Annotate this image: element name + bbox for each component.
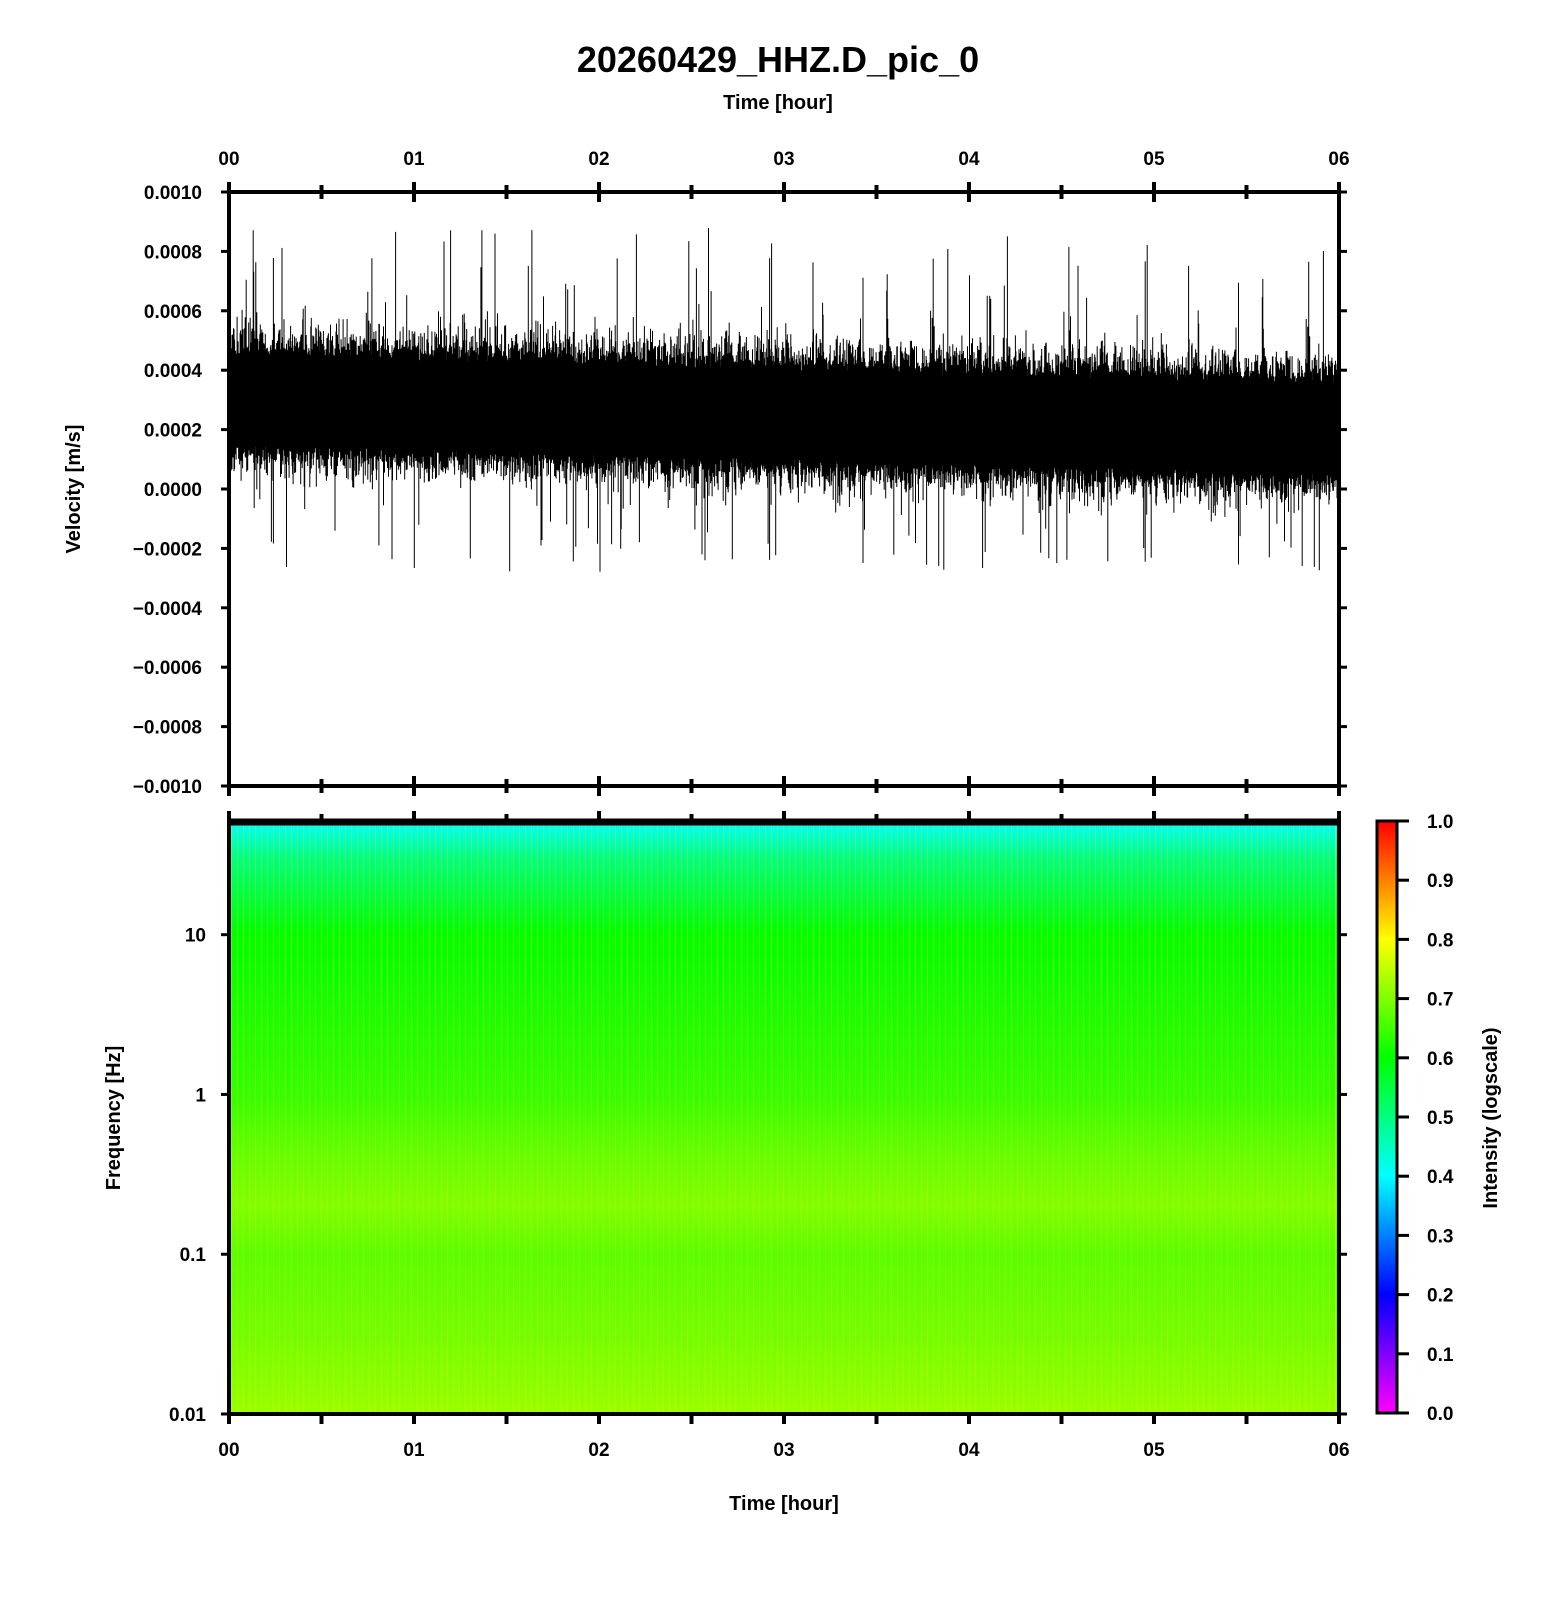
bottom-x-tick-label: 02 bbox=[588, 1440, 609, 1461]
seismogram-y-tick-label: 0.0010 bbox=[144, 183, 202, 204]
bottom-x-tick-label: 05 bbox=[1143, 1440, 1165, 1461]
spectrogram-y-tick-label: 10 bbox=[185, 926, 206, 947]
top-x-tick-label: 01 bbox=[403, 149, 425, 170]
seismogram-y-tick-label: −0.0008 bbox=[133, 718, 202, 739]
trace-dense-core bbox=[229, 362, 1339, 468]
colorbar-gradient bbox=[1375, 819, 1399, 1415]
seismogram-y-tick-label: −0.0004 bbox=[133, 599, 203, 620]
spectrogram-y-axis-label: Frequency [Hz] bbox=[103, 1046, 125, 1190]
bottom-x-tick-label: 00 bbox=[218, 1440, 239, 1461]
seismogram-y-tick-label: 0.0002 bbox=[144, 421, 202, 442]
spectrogram-y-tick-label: 0.1 bbox=[180, 1245, 207, 1266]
colorbar-tick-label: 0.4 bbox=[1427, 1167, 1454, 1188]
colorbar: 1.0 0.9 0.8 0.7 0.6 0.5 0.4 0.3 0.2 0.1 0.0 Intens… bbox=[1375, 812, 1502, 1425]
seismogram-ticks: 0.0010 0.0008 0.0006 0.0004 0.0002 0.0000 −0.0… bbox=[133, 149, 1350, 823]
top-x-tick-label: 00 bbox=[218, 149, 239, 170]
colorbar-tick-label: 0.0 bbox=[1427, 1404, 1453, 1425]
spectrogram-y-tick-label: 0.01 bbox=[169, 1405, 206, 1426]
spectrogram-ticks: 10 1 0.1 0.01 00 01 02 03 04 05 06 bbox=[169, 926, 1350, 1461]
colorbar-tick-label: 0.2 bbox=[1427, 1286, 1453, 1307]
spectrogram-y-tick-label: 1 bbox=[195, 1085, 206, 1106]
top-x-tick-label: 03 bbox=[773, 149, 794, 170]
seismogram-y-tick-label: −0.0010 bbox=[133, 777, 202, 798]
colorbar-tick-label: 0.3 bbox=[1427, 1226, 1453, 1247]
bottom-x-tick-label: 06 bbox=[1328, 1440, 1349, 1461]
chart-title: 20260429_HHZ.D_pic_0 bbox=[577, 39, 979, 80]
spectrogram-texture bbox=[229, 823, 1339, 1414]
colorbar-tick-label: 0.8 bbox=[1427, 930, 1453, 951]
top-x-tick-label: 05 bbox=[1143, 149, 1165, 170]
top-x-tick-label: 04 bbox=[958, 149, 980, 170]
colorbar-tick-label: 0.9 bbox=[1427, 871, 1453, 892]
seismogram-y-tick-label: −0.0002 bbox=[133, 539, 202, 560]
top-x-axis-label: Time [hour] bbox=[723, 92, 833, 114]
bottom-x-tick-label: 03 bbox=[773, 1440, 794, 1461]
colorbar-label: Intensity (logscale) bbox=[1480, 1027, 1502, 1208]
top-x-tick-label: 02 bbox=[588, 149, 609, 170]
seismogram-y-tick-label: 0.0008 bbox=[144, 242, 202, 263]
colorbar-tick-label: 0.7 bbox=[1427, 990, 1453, 1011]
seismogram-panel: 0.0010 0.0008 0.0006 0.0004 0.0002 0.0000 −0.0… bbox=[63, 149, 1350, 823]
seismogram-y-tick-label: 0.0006 bbox=[144, 302, 202, 323]
colorbar-tick-label: 1.0 bbox=[1427, 812, 1453, 833]
colorbar-tick-label: 0.6 bbox=[1427, 1049, 1453, 1070]
colorbar-tick-label: 0.5 bbox=[1427, 1108, 1454, 1129]
seismogram-y-tick-label: −0.0006 bbox=[133, 658, 202, 679]
colorbar-ticks: 1.0 0.9 0.8 0.7 0.6 0.5 0.4 0.3 0.2 0.1 0.0 bbox=[1397, 812, 1454, 1425]
seismogram-y-tick-label: 0.0004 bbox=[144, 361, 203, 382]
bottom-x-axis-label: Time [hour] bbox=[729, 1493, 839, 1515]
seismogram-y-tick-label: 0.0000 bbox=[144, 480, 202, 501]
top-x-tick-label: 06 bbox=[1328, 149, 1349, 170]
velocity-trace bbox=[228, 227, 1340, 572]
bottom-x-tick-label: 04 bbox=[958, 1440, 980, 1461]
seismogram-y-axis-label: Velocity [m/s] bbox=[63, 425, 85, 554]
bottom-x-tick-label: 01 bbox=[403, 1440, 425, 1461]
colorbar-tick-label: 0.1 bbox=[1427, 1345, 1454, 1366]
